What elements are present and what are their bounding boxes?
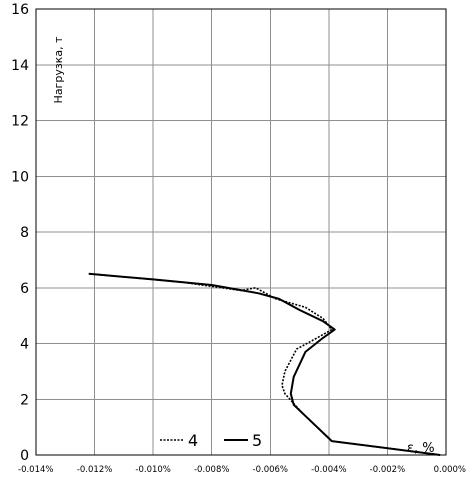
y-tick-label: 16 (11, 2, 29, 18)
y-tick-label: 10 (11, 169, 29, 185)
x-tick-label: -0.012% (77, 465, 112, 475)
x-tick-label: -0.006% (253, 465, 288, 475)
x-tick-label: -0.010% (135, 465, 170, 475)
plot-frame (35, 8, 447, 456)
y-tick-label: 8 (20, 225, 29, 241)
series-group (88, 272, 441, 456)
x-tick-label: -0.008% (194, 465, 229, 475)
series-line-5 (88, 272, 441, 456)
legend-label-4: 4 (188, 431, 198, 450)
legend-label-5: 5 (252, 431, 262, 450)
y-ticks: 0 2 4 6 8 10 12 14 16 (11, 2, 29, 464)
y-tick-label: 0 (20, 448, 29, 464)
y-tick-label: 12 (11, 114, 29, 130)
x-tick-label: -0.014% (18, 465, 53, 475)
x-tick-label: 0.000% (434, 465, 466, 475)
x-tick-label: -0.002% (370, 465, 405, 475)
x-axis-label: ε, % (407, 441, 435, 456)
grid (35, 8, 447, 456)
y-tick-label: 6 (20, 281, 29, 297)
y-tick-label: 14 (11, 58, 29, 74)
y-axis-label: Нагрузка, т (52, 36, 65, 104)
y-tick-label: 4 (20, 337, 29, 353)
x-ticks: -0.014% -0.012% -0.010% -0.008% -0.006% -0.00… (18, 465, 466, 475)
y-tick-label: 2 (20, 392, 29, 408)
x-tick-label: -0.004% (311, 465, 346, 475)
